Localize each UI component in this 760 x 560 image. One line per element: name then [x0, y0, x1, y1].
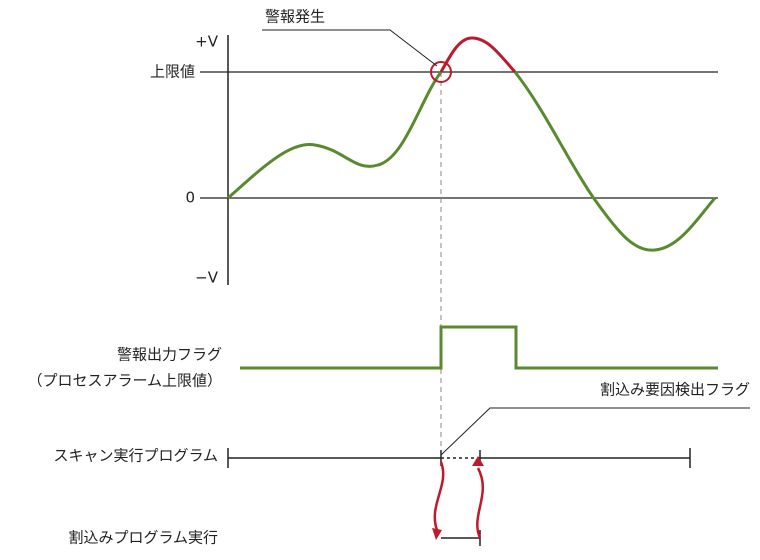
label: 割込み要因検出フラグ	[600, 381, 750, 399]
label: 割込みプログラム実行	[68, 529, 218, 547]
callout	[440, 407, 750, 456]
arrow-head	[472, 456, 484, 466]
callout	[262, 29, 438, 67]
arrow-head	[432, 528, 442, 540]
label: 上限値	[150, 63, 195, 81]
label: +V	[195, 33, 219, 51]
signal-over-limit	[439, 36, 517, 73]
label: 警報出力フラグ	[117, 346, 222, 364]
flow-arrow	[476, 467, 484, 539]
label: 0	[185, 189, 195, 207]
label: −V	[195, 269, 219, 287]
signal	[227, 71, 443, 200]
label: スキャン実行プログラム	[53, 447, 218, 465]
event-marker	[430, 61, 452, 83]
signal	[513, 71, 717, 252]
label: 警報発生	[265, 8, 325, 26]
label: （プロセスアラーム上限値）	[27, 372, 222, 390]
flow-arrow	[433, 461, 445, 531]
alarm-flag-signal	[240, 325, 718, 370]
